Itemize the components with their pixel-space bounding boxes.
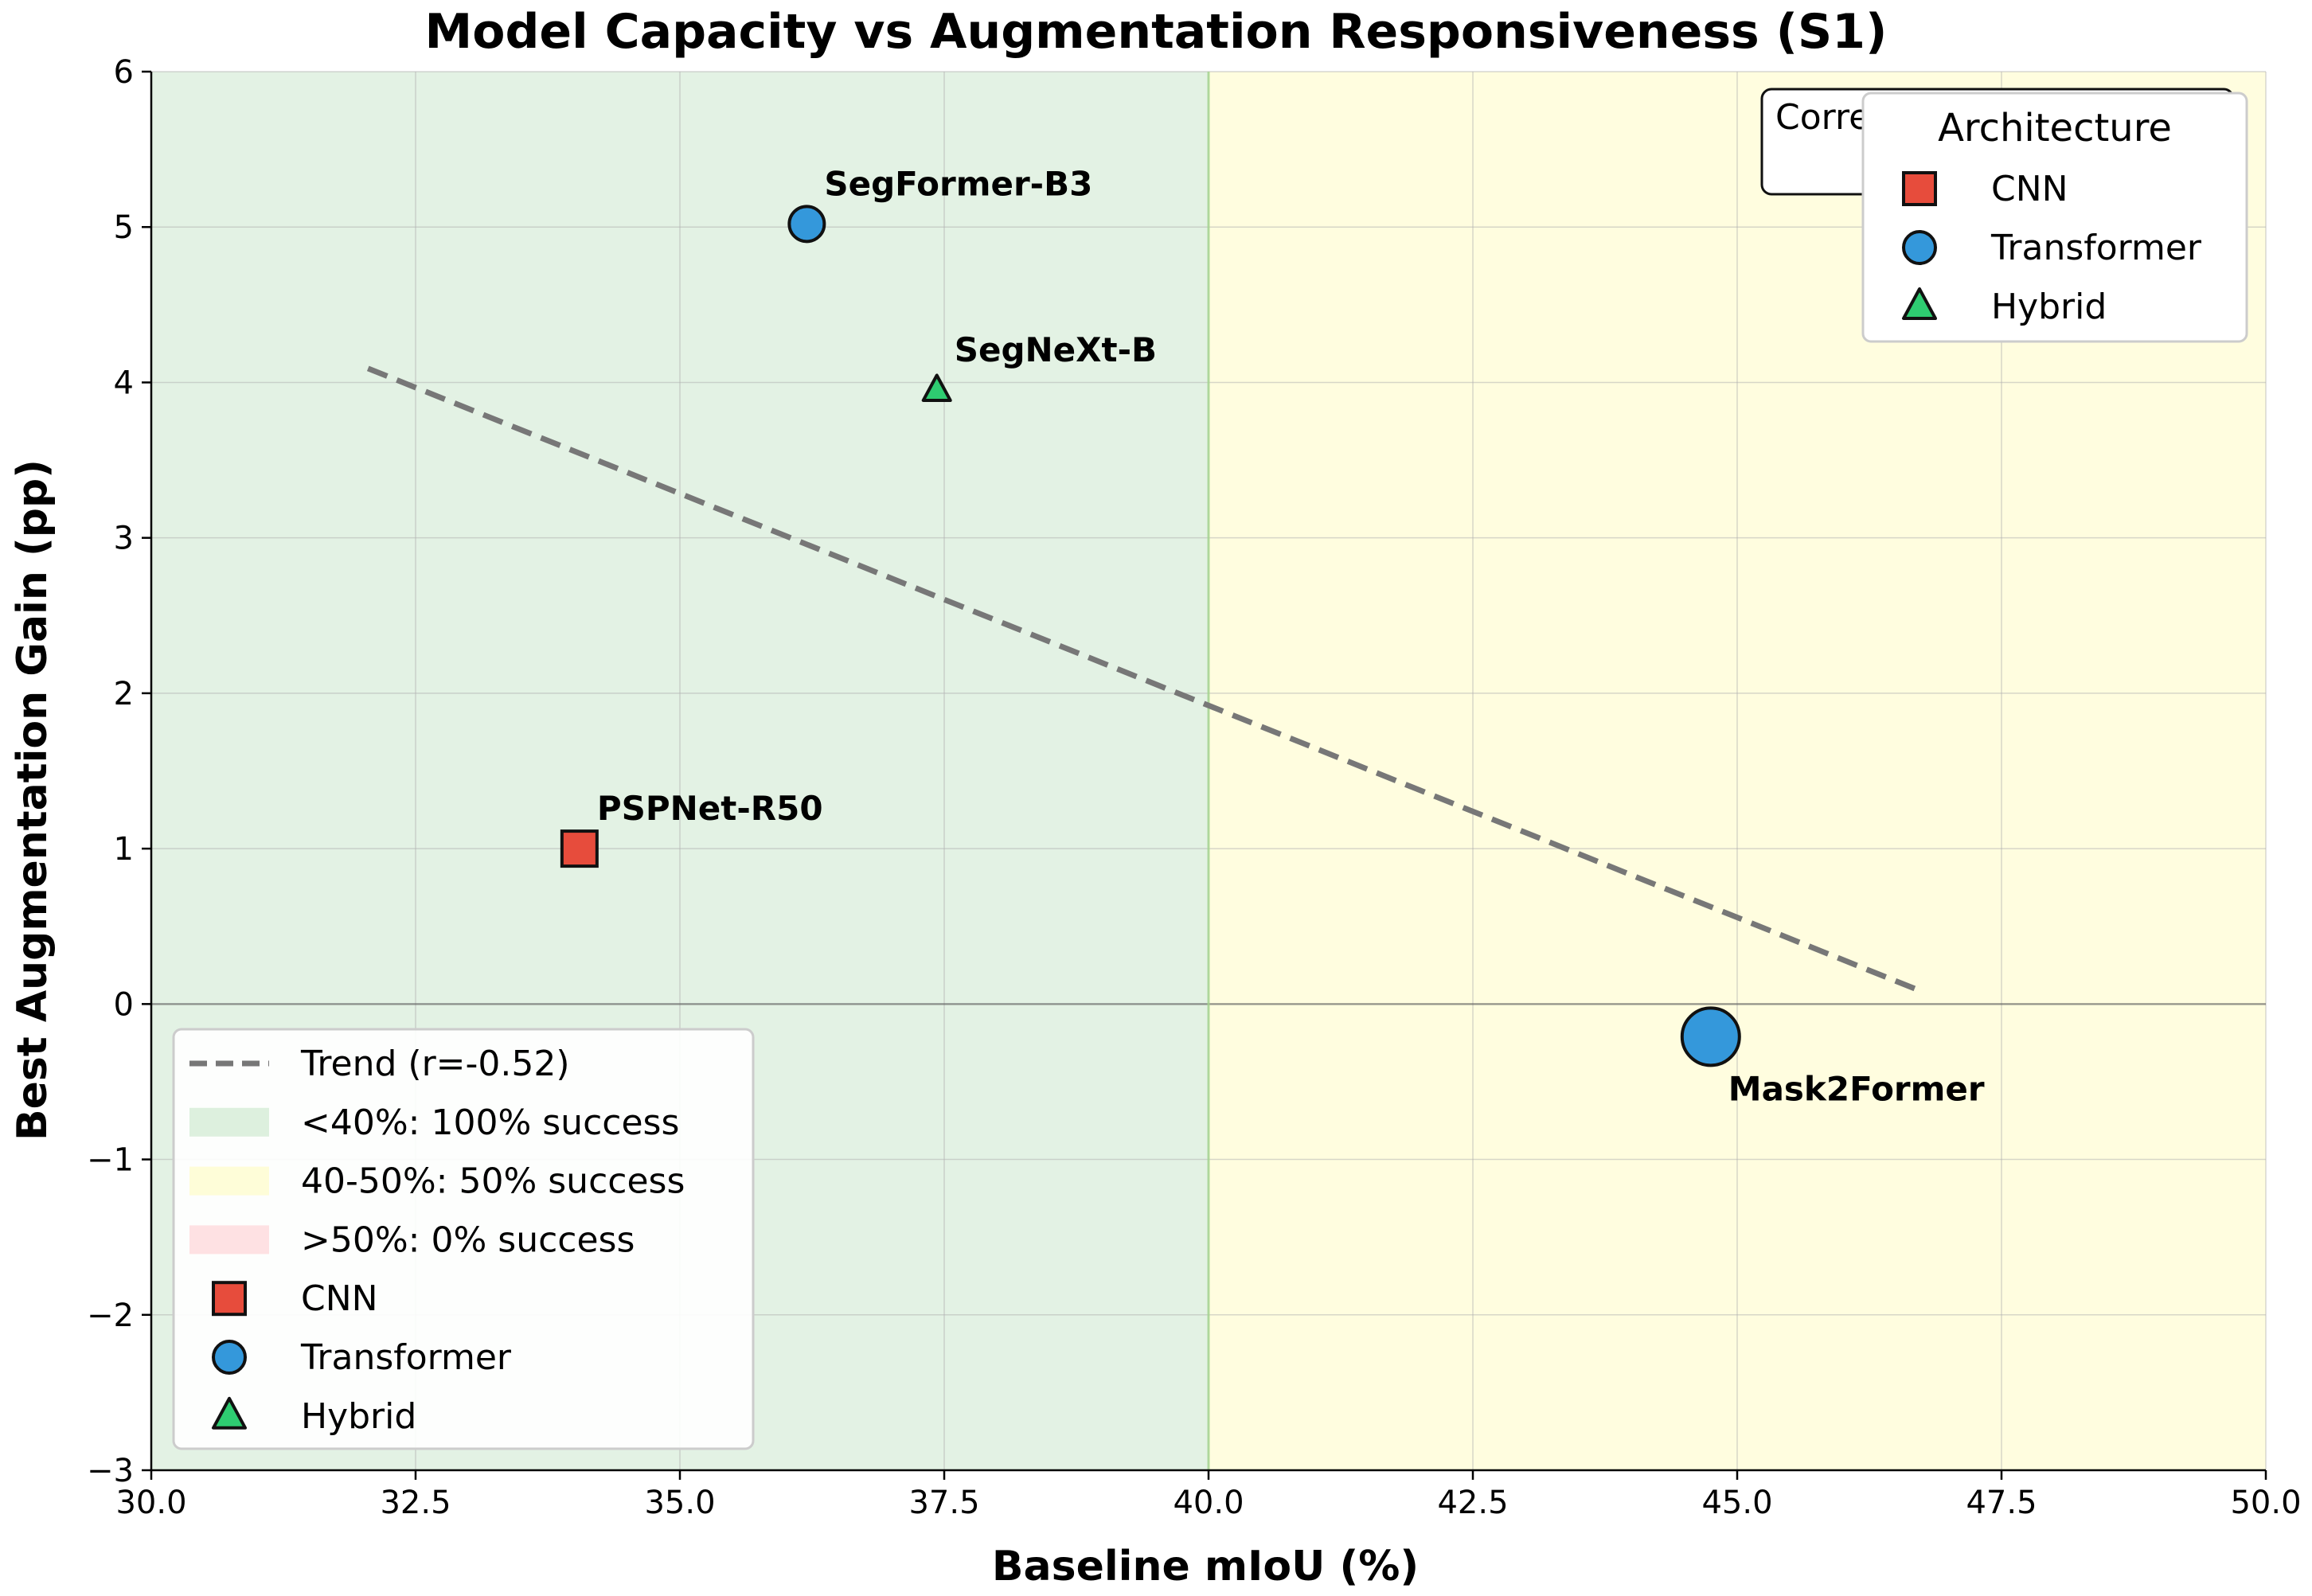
y-tick-label: −3 bbox=[87, 1453, 134, 1489]
y-tick-label: 1 bbox=[114, 831, 134, 868]
legend-main-label: 40-50%: 50% success bbox=[301, 1161, 685, 1202]
legend-arch-title: Architecture bbox=[1938, 106, 2172, 150]
legend-region-swatch bbox=[189, 1225, 269, 1255]
legend-main-label: >50%: 0% success bbox=[301, 1219, 635, 1260]
reference-lines bbox=[151, 72, 2266, 1470]
legend-hybrid-marker bbox=[212, 1396, 247, 1430]
x-tick-label: 42.5 bbox=[1437, 1485, 1508, 1521]
legend-region-swatch bbox=[189, 1107, 269, 1137]
x-tick-label: 37.5 bbox=[908, 1485, 979, 1521]
y-tick-label: 5 bbox=[114, 209, 134, 246]
legend-main-label: Hybrid bbox=[301, 1396, 416, 1437]
y-axis-label: Best Augmentation Gain (pp) bbox=[9, 459, 57, 1141]
legend-arch-transformer-marker bbox=[1902, 230, 1937, 265]
legend-arch-label: CNN bbox=[1991, 169, 2068, 209]
legend-main: Trend (r=-0.52) <40%: 100% success 40-50%:… bbox=[172, 1028, 755, 1450]
legend-main-label: Trend (r=-0.52) bbox=[300, 1044, 570, 1084]
point-label: PSPNet-R50 bbox=[597, 789, 823, 828]
data-points bbox=[560, 205, 1741, 1067]
x-axis-label: Baseline mIoU (%) bbox=[992, 1543, 1419, 1590]
x-tick-label: 32.5 bbox=[380, 1485, 451, 1521]
x-tick-label: 47.5 bbox=[1966, 1485, 2037, 1521]
legend-transformer-marker bbox=[212, 1340, 247, 1375]
y-tick-label: −1 bbox=[87, 1142, 134, 1179]
legend-arch-cnn-marker bbox=[1902, 171, 1937, 206]
legend-arch-label: Transformer bbox=[1990, 228, 2202, 268]
y-tick-label: 6 bbox=[114, 54, 134, 91]
x-tick-label: 40.0 bbox=[1173, 1485, 1244, 1521]
legend-arch-frame bbox=[1861, 92, 2248, 343]
legend-main-frame bbox=[172, 1028, 755, 1450]
legend-main-label: <40%: 100% success bbox=[301, 1102, 679, 1143]
x-tick-label: 50.0 bbox=[2230, 1485, 2301, 1521]
legend-arch-hybrid-marker bbox=[1902, 287, 1937, 320]
chart-title: Model Capacity vs Augmentation Responsiv… bbox=[425, 4, 1888, 60]
y-tick-label: 2 bbox=[114, 676, 134, 712]
legend-architecture: Architecture CNN Transformer Hybrid bbox=[1861, 92, 2248, 343]
data-point-mask2former bbox=[1680, 1006, 1741, 1067]
legend-main-label: CNN bbox=[301, 1278, 378, 1319]
x-tick-label: 30.0 bbox=[115, 1485, 186, 1521]
data-point-pspnet-r50 bbox=[560, 829, 599, 868]
y-tick-label: −2 bbox=[87, 1297, 134, 1334]
y-tick-label: 0 bbox=[114, 986, 134, 1023]
point-label: SegFormer-B3 bbox=[824, 164, 1092, 203]
y-tick-label: 3 bbox=[114, 521, 134, 557]
y-tick-label: 4 bbox=[114, 365, 134, 401]
point-labels: PSPNet-R50 SegFormer-B3 SegNeXt-B Mask2Form… bbox=[597, 164, 1985, 1108]
data-point-segformer-b3 bbox=[787, 205, 826, 244]
correlation-annotation-text: Corre bbox=[1775, 97, 1870, 138]
x-tick-label: 35.0 bbox=[644, 1485, 715, 1521]
point-label: Mask2Former bbox=[1728, 1069, 1985, 1108]
data-point-segnext-b bbox=[921, 373, 952, 402]
legend-cnn-marker bbox=[212, 1281, 247, 1317]
point-label: SegNeXt-B bbox=[955, 330, 1157, 369]
legend-main-label: Transformer bbox=[300, 1337, 512, 1378]
x-tick-label: 45.0 bbox=[1701, 1485, 1772, 1521]
legend-region-swatch bbox=[189, 1166, 269, 1196]
legend-arch-label: Hybrid bbox=[1991, 287, 2107, 327]
axes: 30.0 32.5 35.0 37.5 40.0 42.5 45.0 47.5 50.0 −3 −2… bbox=[87, 54, 2302, 1521]
